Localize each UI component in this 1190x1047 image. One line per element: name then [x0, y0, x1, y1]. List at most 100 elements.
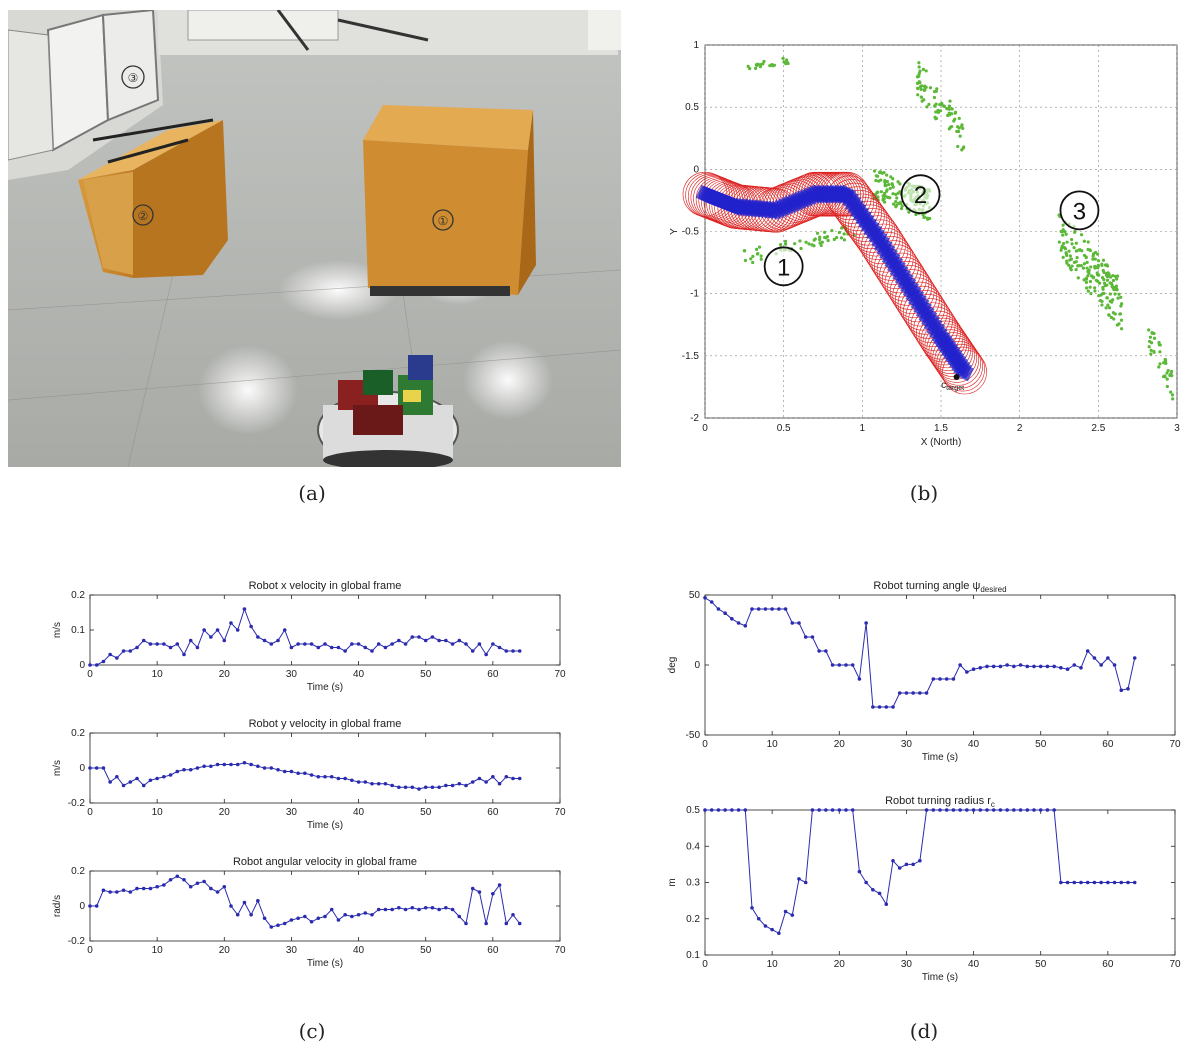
data-point: [303, 771, 307, 776]
safety-circle: [900, 285, 945, 331]
obstacle-point: [1093, 257, 1097, 261]
data-point: [128, 890, 133, 894]
photo-label-3: ③: [128, 71, 139, 85]
safety-circle: [842, 197, 888, 242]
data-point: [141, 783, 146, 788]
obstacle-point: [755, 252, 759, 256]
x-tick-label: 20: [219, 669, 231, 680]
data-point: [1126, 687, 1130, 691]
data-point: [1032, 664, 1036, 669]
obstacle-point: [1116, 296, 1120, 300]
x-tick-label: 70: [554, 669, 566, 680]
data-point: [1132, 880, 1137, 885]
data-point: [450, 907, 455, 912]
x-tick-label: 10: [767, 739, 779, 750]
obstacle-point: [749, 257, 753, 261]
safety-circle: [892, 273, 938, 319]
obstacle-point: [887, 182, 891, 187]
obstacle-point: [914, 212, 918, 217]
x-tick-label: 20: [834, 739, 846, 750]
x-tick-label: 60: [487, 669, 499, 680]
obstacle-point: [956, 129, 961, 134]
plot-d: Robot turning angle ψdesired 0 10 20 30 40 50 6…: [667, 580, 1181, 983]
obstacle-point: [882, 200, 887, 204]
obstacle-point: [876, 190, 880, 194]
x-tick-label: 50: [1035, 739, 1047, 750]
data-point: [410, 785, 415, 790]
data-point: [884, 705, 889, 709]
data-point: [182, 767, 186, 772]
data-point: [182, 877, 186, 882]
data-point: [88, 766, 92, 770]
safety-circle: [934, 338, 980, 383]
data-point: [121, 888, 126, 893]
obstacle-point: [784, 58, 789, 62]
data-point: [1072, 880, 1077, 885]
obstacle-point: [891, 177, 895, 181]
obstacle-point: [1061, 223, 1065, 227]
obstacle-point: [783, 242, 788, 246]
data-point: [797, 877, 801, 881]
data-point: [1065, 880, 1070, 885]
data-point: [168, 645, 173, 650]
data-point: [891, 705, 895, 709]
annotation-label-3: 3: [1073, 198, 1086, 225]
x-axis-label: Time (s): [307, 820, 343, 831]
y-tick-label: 0: [79, 763, 85, 774]
obstacle-point: [824, 236, 828, 240]
obstacle-point: [761, 62, 765, 66]
obstacle-point: [1105, 296, 1109, 300]
data-point: [1112, 663, 1117, 667]
obstacle-point: [1067, 249, 1071, 253]
obstacle-point: [1072, 246, 1076, 250]
data-point: [904, 862, 909, 867]
obstacle-point: [1168, 372, 1173, 376]
obstacle-point: [896, 180, 900, 184]
data-point: [763, 607, 768, 611]
data-point: [1065, 667, 1070, 671]
subplot-b: 0 0.5 1 1.5 2 2.5 3 1 0.5 0 -0.5 -1 -1.5 -2 X (North) Y…: [669, 40, 1180, 448]
obstacle-point: [1102, 291, 1106, 295]
obstacle-point: [1100, 275, 1105, 280]
obstacle-point: [1074, 249, 1079, 253]
obstacle-point: [928, 86, 933, 90]
data-point: [363, 911, 368, 915]
data-point: [390, 907, 394, 912]
data-point: [249, 912, 253, 917]
obstacle-point: [782, 60, 786, 64]
obstacle-point: [917, 65, 921, 69]
data-point: [430, 785, 435, 790]
obstacle-point: [876, 174, 880, 178]
data-point: [336, 645, 341, 650]
data-point: [763, 924, 768, 928]
data-point: [830, 808, 835, 812]
axes-box: [704, 594, 1176, 736]
safety-circle: [884, 261, 930, 306]
obstacle-point: [755, 63, 759, 67]
obstacle-point: [917, 61, 921, 65]
data-point: [736, 808, 741, 812]
subplot-c1: Robot x velocity in global frame 0 10 20 30 4…: [52, 580, 566, 693]
data-point: [222, 884, 227, 889]
obstacle-point: [907, 210, 911, 214]
x-tick-label: 50: [420, 945, 432, 956]
data-point: [289, 769, 294, 774]
obstacle-point: [1064, 232, 1068, 236]
data-point: [343, 649, 347, 653]
data-point: [871, 705, 875, 709]
data-point: [450, 642, 455, 646]
data-point: [437, 785, 441, 790]
obstacle-point: [1074, 268, 1078, 272]
data-point: [195, 766, 200, 770]
data-point: [296, 771, 300, 776]
data-point: [998, 664, 1003, 669]
data-point: [269, 766, 274, 770]
obstacle-point: [894, 205, 898, 209]
obstacle-point: [781, 56, 785, 61]
obstacle-point: [882, 191, 887, 195]
y-tick-label: 50: [689, 590, 701, 601]
data-point: [931, 677, 936, 681]
data-point: [202, 628, 206, 632]
data-point: [101, 766, 106, 770]
data-point: [242, 607, 247, 611]
